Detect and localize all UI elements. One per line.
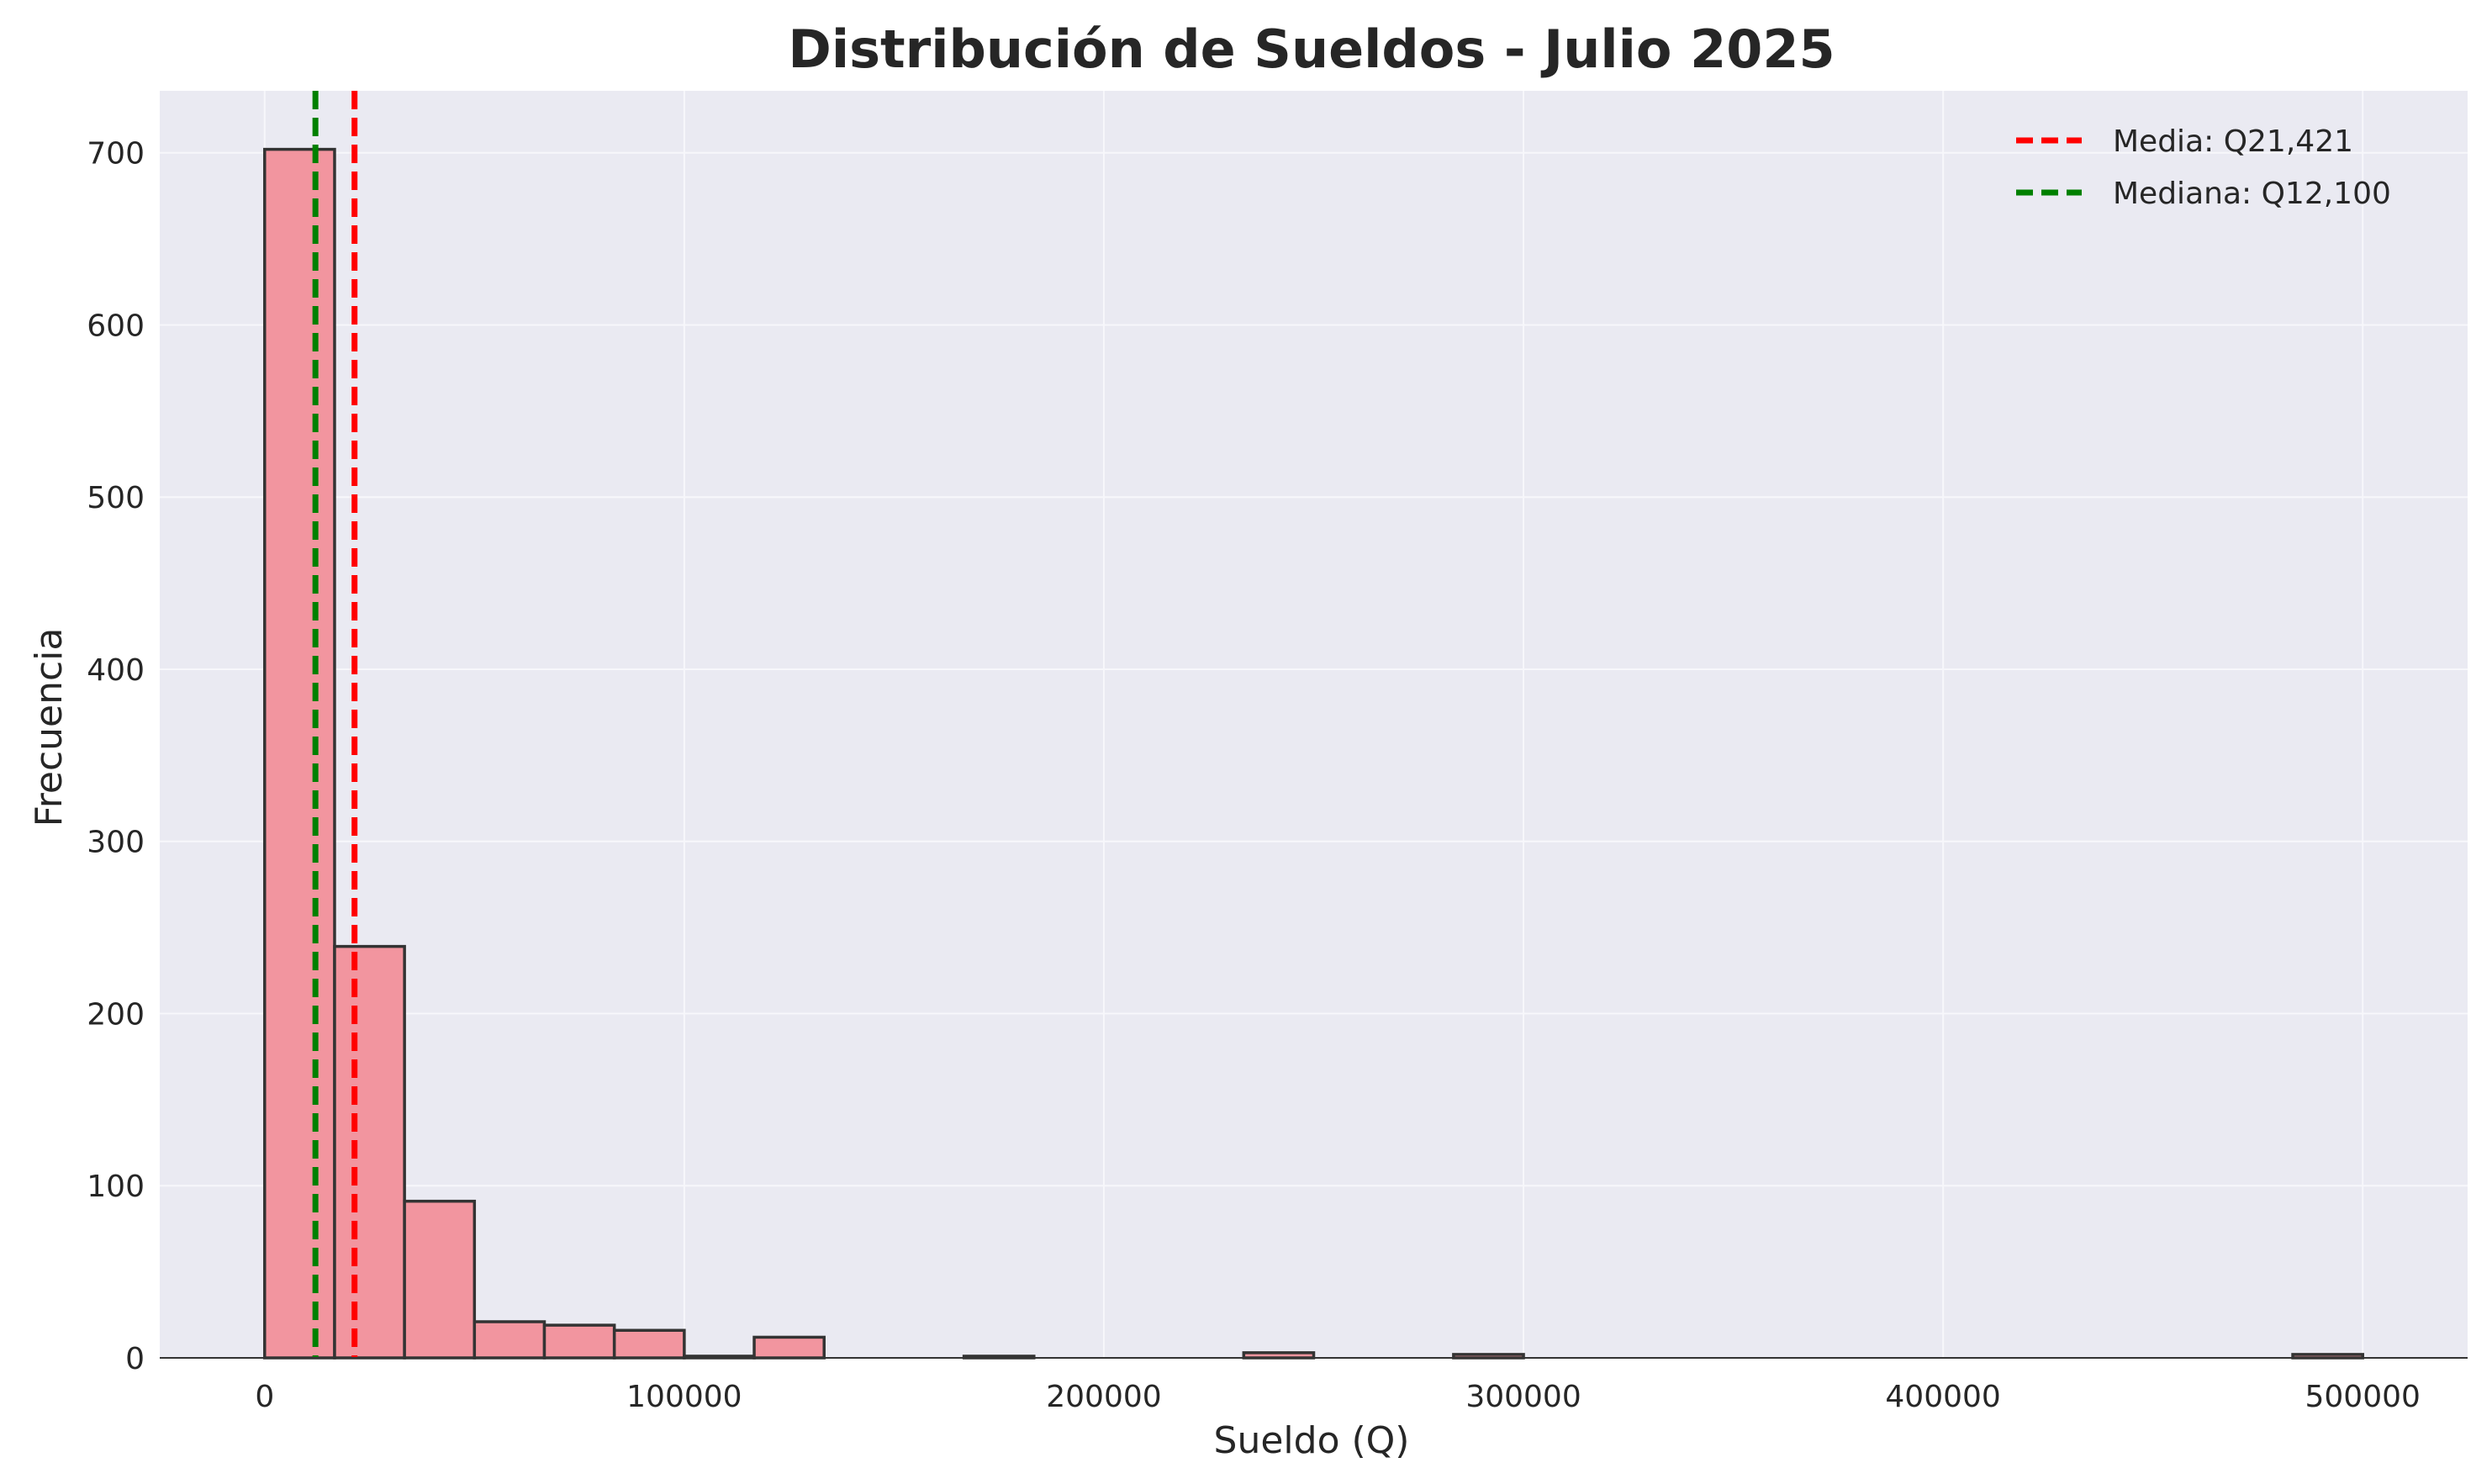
y-tick-label: 700 <box>87 137 145 172</box>
histogram-bar <box>333 944 406 1360</box>
x-tick-label: 500000 <box>2305 1380 2421 1414</box>
y-tick-label: 600 <box>87 309 145 343</box>
legend-mean-label: Media: Q21,421 <box>2113 124 2353 159</box>
reference-lines <box>312 91 358 1358</box>
plot-background <box>160 91 2468 1358</box>
y-tick-label: 200 <box>87 997 145 1032</box>
histogram-bar <box>473 1320 546 1360</box>
y-tick-label: 500 <box>87 481 145 515</box>
legend: Media: Q21,421 Mediana: Q12,100 <box>2016 124 2391 211</box>
y-tick-label: 400 <box>87 653 145 688</box>
grid-lines <box>160 91 2468 1359</box>
x-tick-label: 100000 <box>626 1380 742 1414</box>
histogram-bars <box>263 147 2364 1360</box>
y-tick-label: 0 <box>125 1342 145 1376</box>
x-tick-label: 300000 <box>1465 1380 1581 1414</box>
x-axis-label: Sueldo (Q) <box>1214 1419 1410 1462</box>
y-tick-label: 100 <box>87 1170 145 1204</box>
legend-median-label: Mediana: Q12,100 <box>2113 177 2391 211</box>
y-tick-label: 300 <box>87 826 145 860</box>
x-tick-label: 400000 <box>1885 1380 2000 1414</box>
histogram-bar <box>263 147 336 1360</box>
histogram-bar <box>612 1328 686 1360</box>
chart-title: Distribución de Sueldos - Julio 2025 <box>788 18 1835 80</box>
histogram-bar <box>542 1323 616 1360</box>
x-tick-label: 0 <box>255 1380 274 1414</box>
tick-labels: 0 100000 200000 300000 400000 500000 0 100 200 30… <box>87 137 2421 1414</box>
y-axis-label: Frecuencia <box>28 628 71 827</box>
x-tick-label: 200000 <box>1046 1380 1161 1414</box>
histogram-bar <box>403 1199 477 1360</box>
histogram-bar <box>752 1335 826 1360</box>
